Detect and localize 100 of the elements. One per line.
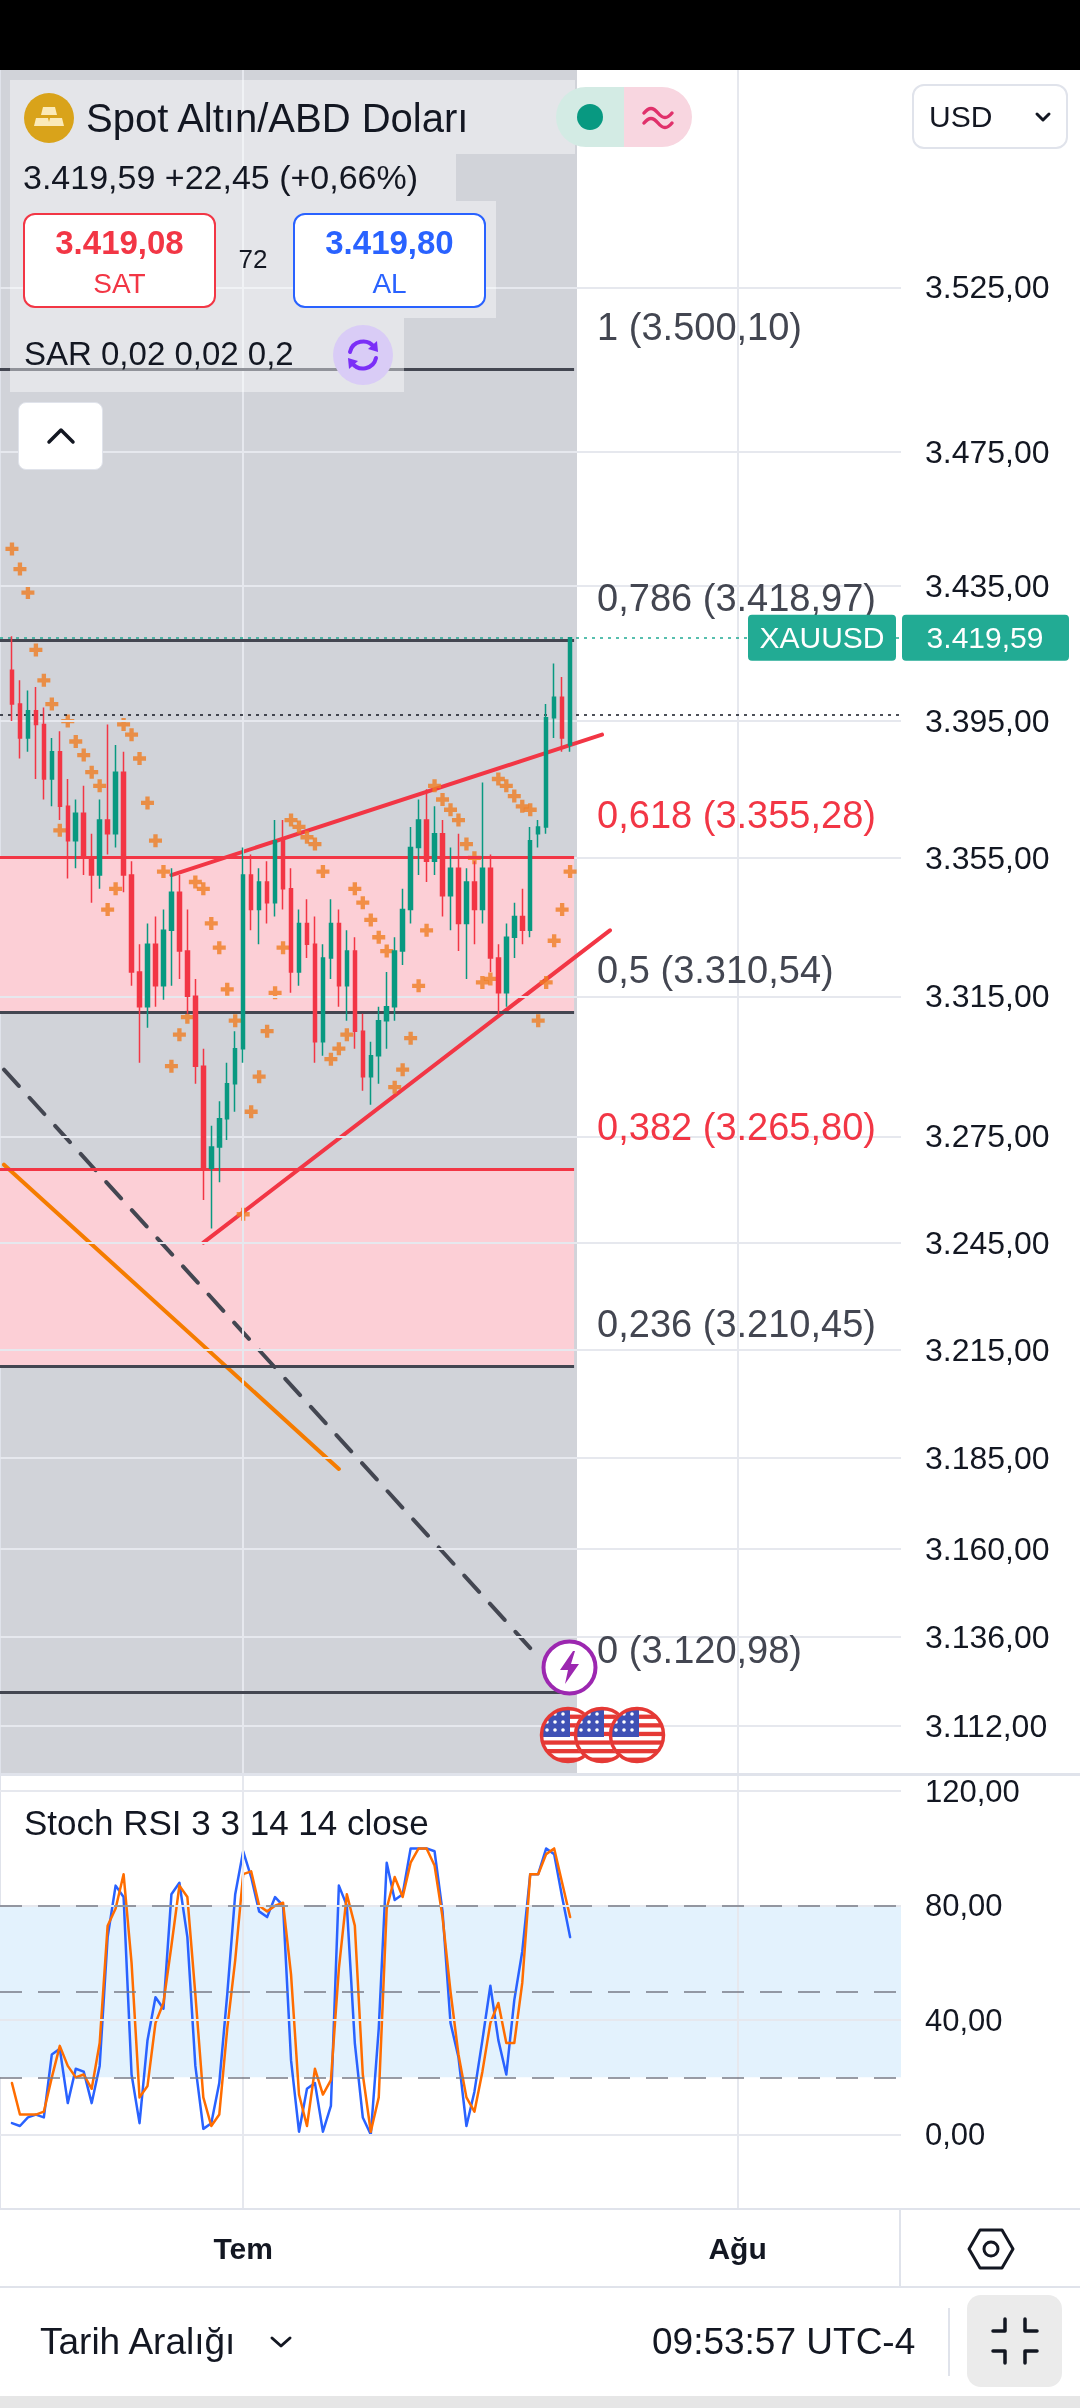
- candlestick: [304, 898, 310, 959]
- candlestick: [9, 635, 15, 722]
- candlestick: [495, 943, 502, 1015]
- annotation: AL: [372, 268, 407, 299]
- candlestick: [527, 826, 533, 938]
- annotation: 72: [238, 244, 268, 274]
- candlestick: [112, 744, 119, 849]
- ref-line-label: 0,618 (3.355,28): [597, 793, 876, 836]
- candlestick: [399, 888, 406, 966]
- x-tick-label: Ağu: [708, 2231, 767, 2265]
- candlestick: [152, 915, 159, 1008]
- y-tick-label: 40,00: [925, 2002, 1003, 2038]
- candlestick: [25, 689, 31, 753]
- candlestick: [463, 867, 470, 980]
- candlestick: [344, 929, 350, 1022]
- candlestick: [535, 819, 541, 849]
- candlestick: [375, 1006, 382, 1085]
- text: Stoch RSI 3 3 14 14 close: [24, 1803, 429, 1842]
- candlestick: [391, 936, 398, 1022]
- candlestick: [543, 703, 549, 835]
- candlestick: [360, 1012, 366, 1092]
- annotation: 3.419,80: [325, 224, 454, 261]
- ref-line-label: 0,236 (3.210,45): [597, 1303, 876, 1346]
- y-tick-label: 120,00: [925, 1773, 1020, 1809]
- candlestick: [407, 826, 414, 925]
- candlestick: [264, 860, 270, 925]
- candlestick: [160, 908, 167, 1001]
- candlestick: [49, 737, 55, 808]
- candlestick: [57, 730, 63, 821]
- candlestick: [352, 936, 358, 1050]
- candlestick: [17, 679, 23, 760]
- candlestick: [320, 943, 326, 1057]
- y-tick-label: 80,00: [925, 1888, 1003, 1924]
- ref-line-label: XAUUSD: [759, 621, 885, 655]
- y-tick-label: 3.315,00: [925, 978, 1050, 1015]
- text: Tarih Aralığı: [40, 2321, 236, 2362]
- text: 09:53:57 UTC-4: [652, 2321, 916, 2362]
- text: Spot Altın/ABD Doları: [86, 96, 469, 140]
- candlestick: [447, 846, 454, 932]
- candlestick: [216, 1100, 223, 1184]
- y-tick-label: 3.355,00: [925, 839, 1050, 876]
- candlestick: [503, 922, 510, 1008]
- annotation: SAT: [93, 268, 146, 299]
- y-tick-label: 3.136,00: [925, 1619, 1050, 1656]
- candlestick: [312, 915, 318, 1064]
- currency-dropdown: USD: [912, 84, 1068, 149]
- ref-line-label: 0,382 (3.265,80): [597, 1105, 876, 1148]
- candlestick: [33, 686, 39, 780]
- candlestick: [471, 860, 478, 945]
- y-tick-label: 3.475,00: [925, 434, 1050, 471]
- buy-button: 3.419,80 AL: [293, 213, 486, 308]
- y-tick-label: 3.525,00: [925, 269, 1050, 306]
- candlestick: [567, 637, 573, 753]
- candlestick: [104, 723, 111, 856]
- candlestick: [136, 943, 143, 1064]
- x-tick-label: Tem: [213, 2231, 273, 2265]
- candlestick: [256, 867, 262, 945]
- candlestick: [511, 901, 518, 959]
- candlestick: [336, 908, 342, 1008]
- y-tick-label: 3.275,00: [925, 1118, 1050, 1155]
- ref-line-label: 0 (3.120,98): [597, 1629, 803, 1672]
- y-tick-label: 3.395,00: [925, 703, 1050, 740]
- candlestick: [551, 662, 557, 739]
- sell-button: 3.419,08 SAT: [23, 213, 216, 308]
- annotation: 3.419,08: [55, 224, 184, 261]
- candlestick: [128, 860, 135, 987]
- candlestick: [383, 971, 390, 1050]
- candlestick: [328, 898, 334, 980]
- candlestick: [192, 978, 199, 1085]
- text: 3.419,59: [926, 621, 1044, 655]
- y-tick-label: 3.160,00: [925, 1531, 1050, 1568]
- candlestick: [368, 1040, 374, 1106]
- candlestick: [168, 867, 175, 987]
- annotation: SAR 0,02 0,02 0,2: [24, 335, 294, 372]
- candlestick: [415, 798, 422, 876]
- y-tick-label: 3.245,00: [925, 1224, 1050, 1261]
- candlestick: [144, 922, 151, 1029]
- ref-line-label: 0,786 (3.418,97): [597, 576, 876, 619]
- ref-line-label: 0,5 (3.310,54): [597, 948, 834, 991]
- text: 3.419,59 +22,45 (+0,66%): [23, 158, 419, 196]
- candlestick: [41, 706, 47, 801]
- candlestick: [296, 908, 302, 987]
- candlestick: [184, 908, 191, 1015]
- candlestick: [224, 1061, 230, 1141]
- ref-line-label: 1 (3.500,10): [597, 306, 803, 349]
- candlestick: [96, 798, 103, 890]
- y-tick-label: 0,00: [925, 2117, 986, 2153]
- y-tick-label: 3.215,00: [925, 1331, 1050, 1368]
- y-tick-label: 3.112,00: [925, 1707, 1048, 1744]
- y-tick-label: 3.435,00: [925, 567, 1050, 604]
- candlestick: [519, 888, 526, 945]
- y-tick-label: 3.185,00: [925, 1440, 1050, 1477]
- candlestick: [232, 1030, 238, 1113]
- candlestick: [208, 1125, 215, 1230]
- candlestick: [272, 819, 278, 918]
- candlestick: [240, 846, 246, 1064]
- candlestick: [72, 798, 79, 869]
- candlestick: [479, 781, 486, 925]
- candlestick: [431, 805, 438, 876]
- candlestick: [288, 867, 294, 994]
